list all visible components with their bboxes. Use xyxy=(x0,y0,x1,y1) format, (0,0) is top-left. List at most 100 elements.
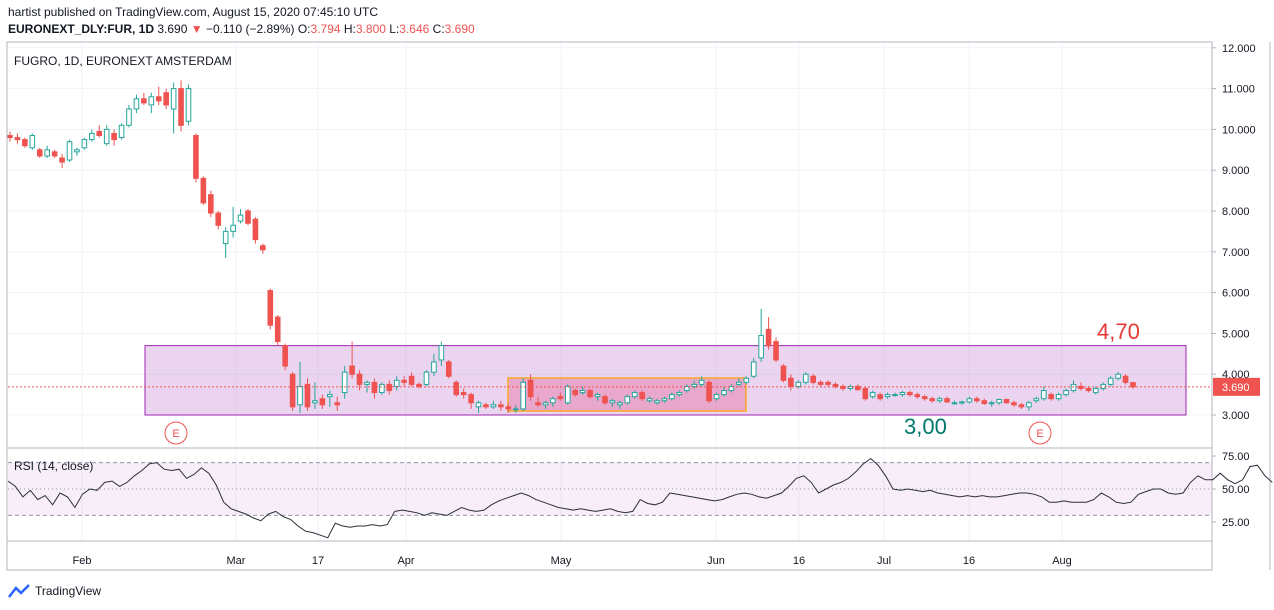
candle xyxy=(810,374,817,385)
candle xyxy=(7,131,13,142)
candle xyxy=(1040,386,1047,401)
candle xyxy=(713,392,720,401)
candle xyxy=(654,398,660,405)
candle xyxy=(267,288,274,330)
close-label: C: xyxy=(432,22,445,36)
candle xyxy=(899,390,906,397)
candle xyxy=(840,384,846,391)
candle xyxy=(1048,392,1054,401)
price-tick-label: 8.000 xyxy=(1222,206,1250,218)
candle xyxy=(89,129,95,142)
candle xyxy=(1115,372,1121,381)
earnings-label-1: E xyxy=(172,428,179,440)
candle xyxy=(356,370,363,391)
candle xyxy=(743,376,750,385)
candle xyxy=(66,139,73,163)
candle xyxy=(170,82,177,134)
candle xyxy=(550,396,556,407)
brand-logo[interactable]: TradingView xyxy=(8,584,101,598)
time-tick-label: Mar xyxy=(227,555,246,567)
time-tick-label: Apr xyxy=(397,555,414,567)
candle xyxy=(706,380,712,403)
earnings-marker-1[interactable]: E xyxy=(164,421,188,445)
candle xyxy=(200,176,207,205)
candle xyxy=(929,396,936,403)
candle xyxy=(974,396,980,403)
candle xyxy=(22,137,28,148)
candle xyxy=(832,382,839,389)
price-tick-label: 6.000 xyxy=(1222,288,1250,300)
candle xyxy=(468,392,474,409)
candle xyxy=(959,400,965,405)
candle xyxy=(1003,398,1010,404)
candle xyxy=(237,208,244,224)
open-value: 3.794 xyxy=(310,22,341,36)
candle xyxy=(602,394,608,405)
time-axis[interactable]: Feb Mar 17 Apr May Jun 16 Jul 16 Aug xyxy=(73,555,1072,567)
candle xyxy=(319,394,326,409)
candle xyxy=(1093,386,1099,395)
candle xyxy=(252,217,259,244)
pane-frames xyxy=(6,41,1271,571)
candle xyxy=(483,402,489,409)
candle xyxy=(936,396,943,403)
time-tick-label: Jun xyxy=(707,555,725,567)
rsi-axis[interactable]: 75.00 50.00 25.00 xyxy=(1212,451,1250,529)
candle xyxy=(1063,388,1069,397)
candle xyxy=(721,386,727,397)
price-axis[interactable]: 12.000 11.000 10.000 9.000 8.000 7.000 6.000 5.… xyxy=(1212,43,1256,422)
candle xyxy=(1122,374,1129,385)
candle xyxy=(51,149,58,158)
candle xyxy=(475,400,482,413)
candle xyxy=(141,92,147,105)
change-down-icon: ▼ xyxy=(190,22,203,36)
time-tick-label: Jul xyxy=(877,555,891,567)
candle xyxy=(1055,392,1062,401)
candle xyxy=(944,396,950,403)
candle xyxy=(274,315,281,346)
candle xyxy=(669,392,675,401)
candle xyxy=(1011,400,1017,407)
price-tick-label: 5.000 xyxy=(1222,328,1250,340)
candle xyxy=(386,380,393,395)
candle xyxy=(587,388,593,399)
candle xyxy=(312,382,318,409)
candle xyxy=(624,394,631,405)
candle xyxy=(349,341,355,379)
candle xyxy=(341,366,348,399)
candle xyxy=(542,400,549,409)
candle xyxy=(215,211,222,230)
candle xyxy=(193,133,199,183)
price-change: −0.110 (−2.89%) xyxy=(205,22,295,36)
symbol-ohlc-line: EURONEXT_DLY:FUR, 1D 3.690 ▼ −0.110 (−2.… xyxy=(8,22,475,36)
candle xyxy=(207,190,214,218)
candle xyxy=(282,343,288,371)
candle xyxy=(371,378,378,399)
candle xyxy=(245,208,251,226)
candle xyxy=(676,390,683,397)
annotation-bottom: 3,00 xyxy=(904,414,947,439)
candle xyxy=(230,206,236,238)
candle xyxy=(996,398,1002,405)
earnings-marker-2[interactable]: E xyxy=(1028,421,1052,445)
rsi-title: RSI (14, close) xyxy=(14,459,93,473)
price-tag: 3.690 xyxy=(1213,377,1260,396)
candle xyxy=(178,80,184,132)
open-label: O: xyxy=(297,22,311,36)
candle xyxy=(892,392,898,397)
candles-layer xyxy=(7,80,1136,413)
candle xyxy=(304,378,311,411)
candle xyxy=(907,390,913,397)
earnings-label-2: E xyxy=(1036,428,1043,440)
candle xyxy=(289,372,296,411)
candle xyxy=(527,374,534,401)
candle xyxy=(817,380,824,387)
price-tick-label: 11.000 xyxy=(1222,84,1255,96)
candle xyxy=(1033,396,1040,403)
candle xyxy=(847,384,854,391)
candle xyxy=(326,390,333,407)
price-tick-label: 10.000 xyxy=(1222,124,1256,136)
candle xyxy=(765,317,772,350)
candle xyxy=(884,392,891,399)
